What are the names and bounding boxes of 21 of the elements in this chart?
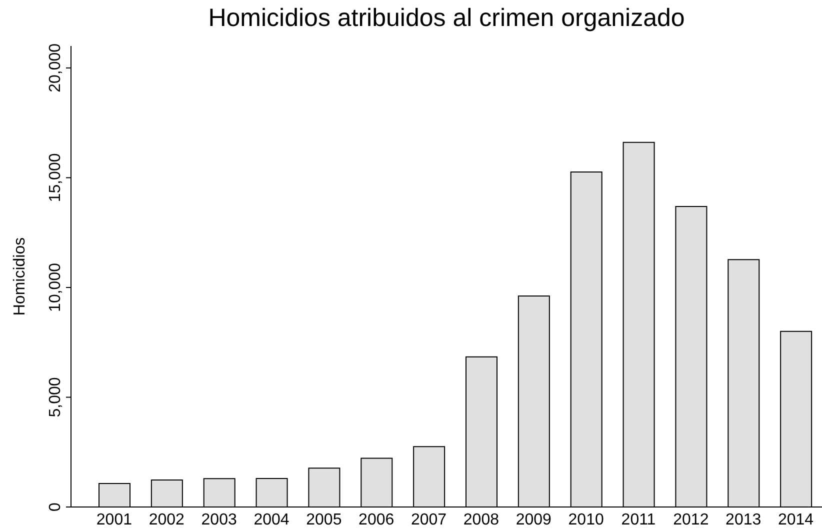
x-tick-label: 2011 (621, 511, 656, 528)
y-tick-label: 0 (47, 502, 64, 512)
y-tick-label: 20,000 (47, 43, 64, 92)
x-tick-label: 2001 (96, 511, 132, 528)
y-tick-label: 5,000 (47, 377, 64, 418)
y-axis-title: Homicidios (12, 237, 29, 316)
x-tick-label: 2012 (673, 511, 709, 528)
x-tick-label: 2009 (516, 511, 552, 528)
x-tick-label: 2002 (148, 511, 185, 528)
x-tick-label: 2003 (201, 511, 237, 528)
y-tick-label: 10,000 (47, 262, 64, 312)
chart-title: Homicidios atribuidos al crimen organizado (207, 4, 686, 33)
y-tick-label: 15,000 (47, 153, 64, 202)
x-tick-label: 2004 (254, 511, 290, 528)
x-tick-label: 2007 (410, 511, 447, 528)
x-tick-label: 2008 (463, 511, 500, 528)
x-tick-label: 2006 (358, 511, 394, 528)
x-tick-label: 2005 (306, 511, 342, 528)
x-tick-label: 2013 (726, 511, 762, 528)
x-tick-label: 2014 (778, 511, 814, 528)
x-tick-label: 2010 (568, 511, 604, 528)
